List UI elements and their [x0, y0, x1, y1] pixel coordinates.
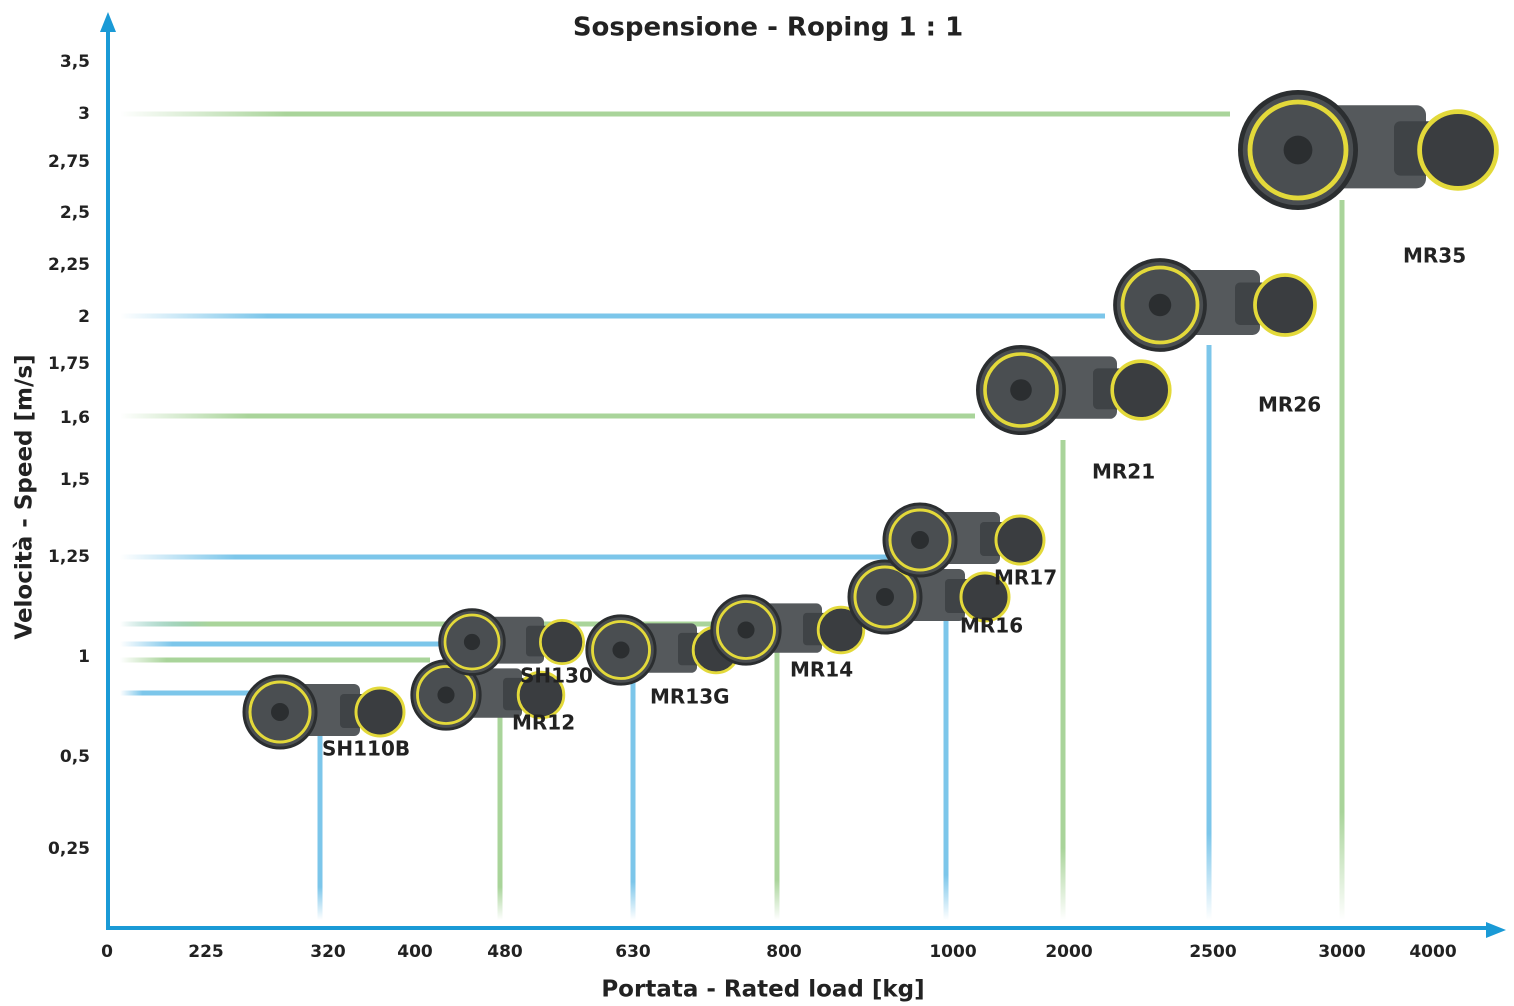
guide-h [120, 555, 890, 560]
hub [612, 641, 629, 658]
y-axis-label: Velocità - Speed [m/s] [12, 354, 38, 639]
y-tick-label: 1,25 [48, 547, 90, 567]
model-label: MR26 [1258, 393, 1321, 417]
y-tick-label: 1,6 [60, 408, 90, 428]
y-tick-label: 2,25 [48, 255, 90, 275]
guide-h [120, 642, 470, 647]
guides [120, 112, 1345, 921]
hub [464, 634, 480, 650]
hub [271, 703, 289, 721]
guide-v [1340, 200, 1345, 920]
x-tick-label: 630 [615, 942, 651, 962]
hub [1284, 136, 1313, 165]
guide-h [120, 658, 430, 663]
hub [437, 686, 454, 703]
brake [1112, 361, 1170, 419]
model-label: MR21 [1092, 460, 1155, 484]
model-label: SH110B [322, 737, 410, 761]
x-tick-label: 800 [766, 942, 802, 962]
guide-v [1061, 440, 1066, 920]
model-label: MR17 [994, 566, 1057, 590]
y-tick-label: 0,25 [48, 839, 90, 859]
hub [876, 588, 894, 606]
machine [978, 347, 1170, 433]
brake [540, 620, 583, 663]
y-tick-label: 0,5 [60, 747, 90, 767]
model-label: MR12 [512, 711, 575, 735]
x-axis-label: Portata - Rated load [kg] [601, 977, 924, 1003]
y-tick-label: 1 [78, 647, 90, 667]
x-tick-label: 2500 [1189, 942, 1236, 962]
hub [1149, 294, 1172, 317]
y-tick-label: 3 [78, 104, 90, 124]
machine [712, 596, 864, 664]
machines [244, 92, 1496, 748]
machine [1115, 260, 1315, 350]
brake [996, 516, 1044, 564]
x-tick-label: 400 [397, 942, 433, 962]
guide-h [120, 112, 1230, 117]
guide-h [120, 414, 975, 419]
hub [911, 531, 929, 549]
x-tick-label: 3000 [1318, 942, 1365, 962]
model-label: MR35 [1403, 244, 1466, 268]
guide-v [775, 650, 780, 920]
y-axis-arrow [100, 12, 116, 32]
guide-v [498, 700, 503, 920]
guide-v [1207, 345, 1212, 920]
y-tick-label: 3,5 [60, 52, 90, 72]
guide-v [631, 665, 636, 920]
guide-h [120, 314, 1105, 319]
brake [1420, 112, 1497, 189]
x-tick-label: 1000 [929, 942, 976, 962]
brake [1255, 275, 1315, 335]
model-label: MR14 [790, 658, 853, 682]
x-axis-arrow [1486, 922, 1506, 938]
x-tick-label: 480 [487, 942, 523, 962]
y-tick-label: 2,75 [48, 152, 90, 172]
chart: Sospensione - Roping 1 : 1 Portata - Rat… [0, 0, 1514, 1006]
model-label: MR13G [650, 685, 730, 709]
y-tick-label: 1,5 [60, 470, 90, 490]
model-label: MR16 [960, 614, 1023, 638]
x-tick-label: 2000 [1045, 942, 1092, 962]
hub [1010, 379, 1032, 401]
chart-title: Sospensione - Roping 1 : 1 [573, 13, 963, 43]
x-tick-label: 0 [101, 942, 113, 962]
x-tick-label: 4000 [1409, 942, 1456, 962]
y-tick-label: 2,5 [60, 203, 90, 223]
machine [1240, 92, 1496, 207]
x-tick-label: 225 [188, 942, 224, 962]
hub [737, 621, 754, 638]
brake [356, 688, 404, 736]
model-label: SH130 [520, 664, 593, 688]
guide-v [944, 620, 949, 920]
y-tick-label: 2 [78, 307, 90, 327]
y-tick-label: 1,75 [48, 354, 90, 374]
x-tick-label: 320 [310, 942, 346, 962]
